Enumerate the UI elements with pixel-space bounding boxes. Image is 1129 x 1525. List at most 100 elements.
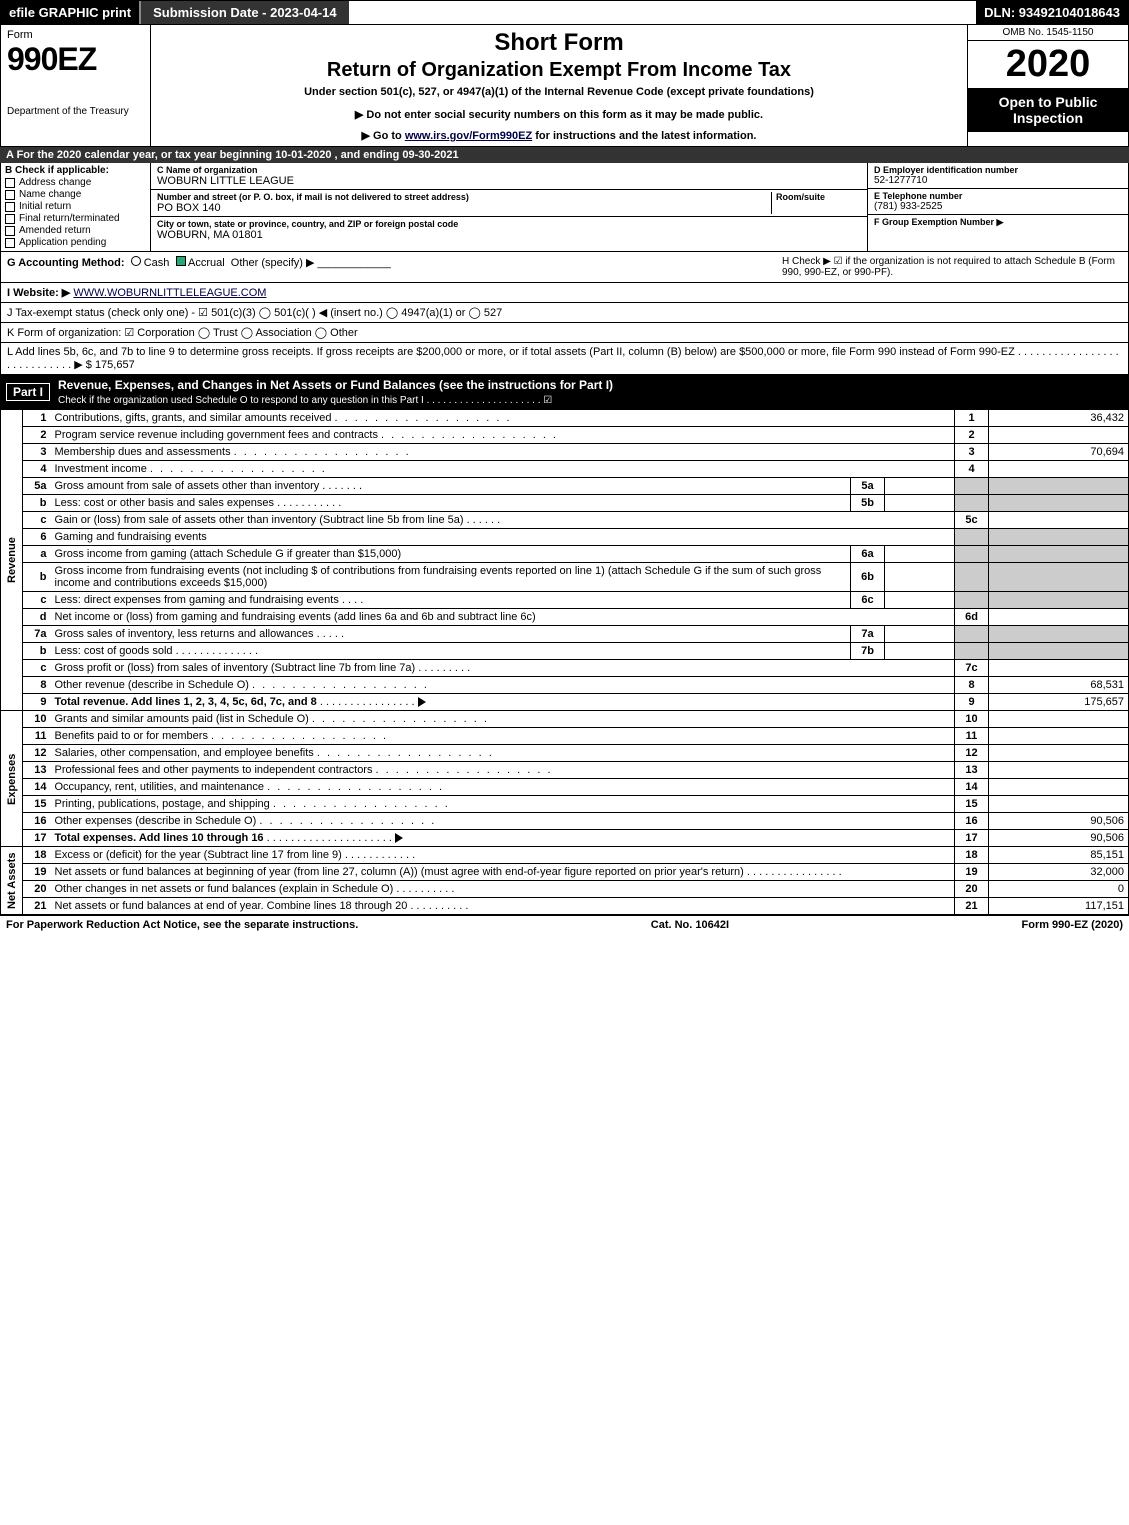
part1-label: Part I — [6, 383, 50, 401]
line-desc: Printing, publications, postage, and shi… — [55, 798, 270, 810]
line-desc: Gross income from gaming (attach Schedul… — [51, 546, 851, 563]
line-9: 9Total revenue. Add lines 1, 2, 3, 4, 5c… — [1, 694, 1129, 711]
part1-sub: Check if the organization used Schedule … — [58, 395, 552, 406]
line-desc: Benefits paid to or for members — [55, 730, 208, 742]
checkbox-icon[interactable] — [5, 202, 15, 212]
line-5a: 5aGross amount from sale of assets other… — [1, 478, 1129, 495]
line-desc: Less: direct expenses from gaming and fu… — [55, 594, 339, 606]
part1-table: Revenue 1Contributions, gifts, grants, a… — [0, 409, 1129, 915]
sub-num: 6c — [851, 592, 885, 609]
dln: DLN: 93492104018643 — [976, 1, 1128, 24]
h-check: H Check ▶ ☑ if the organization is not r… — [782, 256, 1122, 278]
chk-final-return[interactable]: Final return/terminated — [5, 213, 146, 224]
section-bcdef: B Check if applicable: Address change Na… — [0, 163, 1129, 252]
row-a-taxyear: A For the 2020 calendar year, or tax yea… — [0, 147, 1129, 163]
line-amt — [989, 796, 1129, 813]
c-city-value: WOBURN, MA 01801 — [157, 229, 861, 241]
g-cash: Cash — [144, 257, 170, 269]
chk-amended-return[interactable]: Amended return — [5, 225, 146, 236]
line-amt — [989, 660, 1129, 677]
line-amt — [989, 609, 1129, 626]
row-j-taxexempt: J Tax-exempt status (check only one) - ☑… — [0, 303, 1129, 323]
line-desc: Gain or (loss) from sale of assets other… — [55, 514, 464, 526]
chk-label: Name change — [19, 189, 81, 200]
line-6d: dNet income or (loss) from gaming and fu… — [1, 609, 1129, 626]
col-def: D Employer identification number 52-1277… — [868, 163, 1128, 251]
header-right: OMB No. 1545-1150 2020 Open to Public In… — [968, 25, 1128, 146]
f-group-label: F Group Exemption Number ▶ — [874, 217, 1122, 228]
chk-application-pending[interactable]: Application pending — [5, 237, 146, 248]
submission-date: Submission Date - 2023-04-14 — [139, 1, 349, 24]
line-3: 3Membership dues and assessments 370,694 — [1, 444, 1129, 461]
goto-post: for instructions and the latest informat… — [532, 130, 756, 142]
line-14: 14Occupancy, rent, utilities, and mainte… — [1, 779, 1129, 796]
page-footer: For Paperwork Reduction Act Notice, see … — [0, 915, 1129, 934]
line-amt — [989, 762, 1129, 779]
row-k-formorg: K Form of organization: ☑ Corporation ◯ … — [0, 323, 1129, 343]
line-6c: cLess: direct expenses from gaming and f… — [1, 592, 1129, 609]
line-7b: bLess: cost of goods sold . . . . . . . … — [1, 643, 1129, 660]
line-amt: 0 — [989, 881, 1129, 898]
goto-pre: ▶ Go to — [362, 130, 405, 142]
line-desc: Contributions, gifts, grants, and simila… — [55, 412, 332, 424]
line-desc: Net income or (loss) from gaming and fun… — [51, 609, 955, 626]
line-8: 8Other revenue (describe in Schedule O) … — [1, 677, 1129, 694]
c-room-label: Room/suite — [776, 192, 861, 202]
line-desc: Occupancy, rent, utilities, and maintena… — [55, 781, 265, 793]
line-desc: Net assets or fund balances at beginning… — [55, 866, 744, 878]
checkbox-icon[interactable] — [5, 238, 15, 248]
radio-accrual[interactable] — [176, 256, 186, 266]
d-ein-label: D Employer identification number — [874, 165, 1122, 175]
goto-link[interactable]: www.irs.gov/Form990EZ — [405, 130, 532, 142]
chk-name-change[interactable]: Name change — [5, 189, 146, 200]
line-15: 15Printing, publications, postage, and s… — [1, 796, 1129, 813]
col-c-orginfo: C Name of organization WOBURN LITTLE LEA… — [151, 163, 868, 251]
line-6b: bGross income from fundraising events (n… — [1, 563, 1129, 592]
chk-label: Final return/terminated — [19, 213, 120, 224]
line-desc: Gross sales of inventory, less returns a… — [55, 628, 314, 640]
line-amt: 70,694 — [989, 444, 1129, 461]
chk-address-change[interactable]: Address change — [5, 177, 146, 188]
c-city-row: City or town, state or province, country… — [151, 217, 867, 243]
chk-label: Application pending — [19, 237, 106, 248]
line-5b: bLess: cost or other basis and sales exp… — [1, 495, 1129, 512]
website-link[interactable]: WWW.WOBURNLITTLELEAGUE.COM — [73, 287, 266, 299]
footer-right: Form 990-EZ (2020) — [1022, 919, 1123, 931]
sub-num: 6a — [851, 546, 885, 563]
open-to-public: Open to Public Inspection — [968, 88, 1128, 132]
line-10: Expenses 10Grants and similar amounts pa… — [1, 711, 1129, 728]
tax-year: 2020 — [968, 41, 1128, 88]
triangle-icon — [418, 697, 426, 707]
line-desc: Investment income — [55, 463, 147, 475]
line-11: 11Benefits paid to or for members 11 — [1, 728, 1129, 745]
line-6a: aGross income from gaming (attach Schedu… — [1, 546, 1129, 563]
under-section: Under section 501(c), 527, or 4947(a)(1)… — [159, 86, 959, 98]
sub-num: 6b — [851, 563, 885, 592]
line-amt — [989, 512, 1129, 529]
g-accrual: Accrual — [188, 257, 225, 269]
checkbox-icon[interactable] — [5, 214, 15, 224]
line-21: 21Net assets or fund balances at end of … — [1, 898, 1129, 915]
e-phone-label: E Telephone number — [874, 191, 1122, 201]
d-ein-row: D Employer identification number 52-1277… — [868, 163, 1128, 189]
radio-cash[interactable] — [131, 256, 141, 266]
chk-label: Initial return — [19, 201, 71, 212]
sub-num: 7b — [851, 643, 885, 660]
line-amt: 36,432 — [989, 410, 1129, 427]
checkbox-icon[interactable] — [5, 178, 15, 188]
checkbox-icon[interactable] — [5, 226, 15, 236]
chk-label: Address change — [19, 177, 91, 188]
chk-initial-return[interactable]: Initial return — [5, 201, 146, 212]
efile-label[interactable]: efile GRAPHIC print — [1, 1, 139, 24]
line-19: 19Net assets or fund balances at beginni… — [1, 864, 1129, 881]
line-20: 20Other changes in net assets or fund ba… — [1, 881, 1129, 898]
c-city-label: City or town, state or province, country… — [157, 219, 861, 229]
line-18: Net Assets 18Excess or (deficit) for the… — [1, 847, 1129, 864]
line-amt — [989, 461, 1129, 478]
short-form-title: Short Form — [159, 29, 959, 57]
row-l-grossreceipts: L Add lines 5b, 6c, and 7b to line 9 to … — [0, 343, 1129, 375]
sub-num: 7a — [851, 626, 885, 643]
line-desc: Other changes in net assets or fund bala… — [55, 883, 394, 895]
checkbox-icon[interactable] — [5, 190, 15, 200]
line-desc: Less: cost of goods sold — [55, 645, 173, 657]
